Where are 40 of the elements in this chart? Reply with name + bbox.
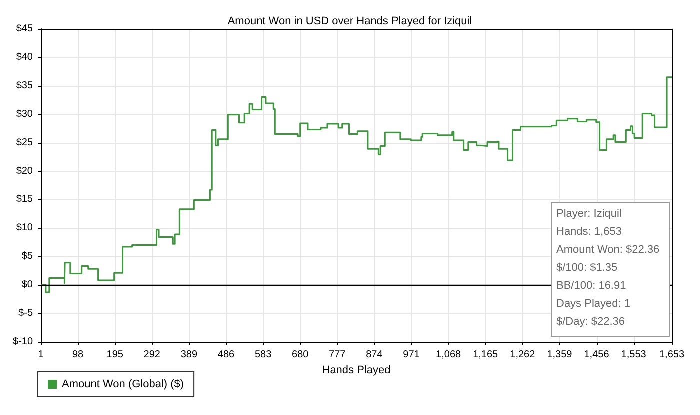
y-tick-label: $30: [16, 108, 34, 120]
x-tick-label: 971: [403, 350, 420, 360]
annotation: $/100: $1.35: [556, 262, 618, 274]
y-tick-label: $5: [22, 251, 34, 262]
y-tick-label: $-10: [12, 336, 34, 348]
y-tick-label: $25: [16, 137, 34, 148]
x-tick-label: 1: [38, 350, 44, 360]
annotation: $/Day: $22.36: [556, 316, 625, 328]
x-tick-label: 1,068: [436, 350, 462, 360]
annotation: Amount Won: $22.36: [556, 244, 660, 256]
annotation: Hands: 1,653: [556, 226, 622, 238]
x-tick-label: 389: [180, 350, 198, 360]
x-axis-title: Hands Played: [322, 364, 391, 376]
x-tick-label: 195: [106, 350, 124, 360]
x-tick-label: 1,262: [510, 350, 536, 360]
y-tick-label: $15: [16, 194, 34, 206]
x-tick-label: 486: [218, 350, 236, 360]
y-tick-label: $10: [16, 222, 34, 234]
x-tick-label: 98: [72, 350, 84, 360]
x-tick-label: 1,653: [659, 350, 685, 360]
x-tick-label: 777: [329, 350, 346, 360]
y-tick-label: $0: [22, 280, 34, 291]
x-tick-label: 1,456: [584, 350, 610, 360]
x-tick-label: 680: [292, 350, 310, 360]
x-tick-label: 1,359: [547, 350, 573, 360]
annotation: Days Played: 1: [556, 298, 630, 310]
chart-title: Amount Won in USD over Hands Played for Iziquil: [228, 16, 472, 28]
y-tick-label: $45: [16, 24, 34, 34]
x-tick-label: 583: [254, 350, 272, 360]
legend-label: Amount Won (Global) ($): [62, 378, 184, 390]
y-tick-label: $35: [16, 80, 34, 92]
annotation: Player: Iziquil: [556, 208, 622, 220]
x-tick-label: 1,165: [473, 350, 499, 360]
x-tick-label: 1,553: [621, 350, 647, 360]
x-tick-label: 874: [366, 350, 384, 360]
annotation: BB/100: 16.91: [556, 280, 626, 292]
y-tick-label: $20: [16, 166, 34, 177]
y-tick-label: $40: [16, 52, 34, 63]
y-tick-label: $-5: [18, 308, 34, 320]
x-tick-label: 292: [144, 350, 161, 360]
